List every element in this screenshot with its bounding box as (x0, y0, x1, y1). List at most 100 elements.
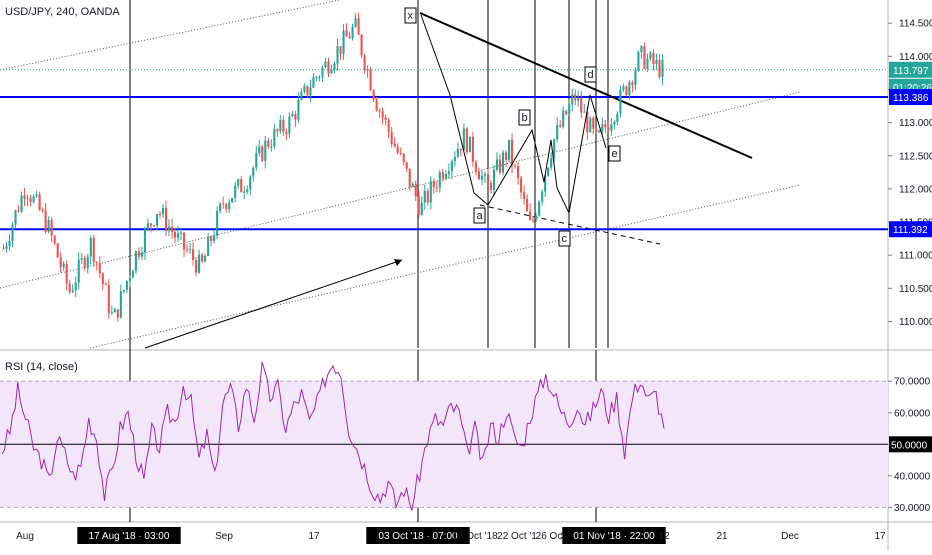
candle-body (113, 309, 116, 313)
candle-body (8, 241, 11, 246)
candle-body (405, 162, 408, 169)
candle-body (348, 36, 351, 39)
candle-body (179, 232, 183, 234)
candle-body (444, 173, 447, 179)
candle-body (613, 121, 616, 125)
wave-label-c: c (562, 233, 568, 245)
candle-body (83, 257, 86, 268)
candle-body (282, 119, 285, 132)
price-tag-level (889, 221, 932, 238)
time-tag-highlight (562, 527, 666, 544)
candle-body (456, 148, 459, 157)
candle-body (604, 124, 607, 128)
price-tag-label: 01:20:26 (893, 83, 932, 94)
candle-body (38, 194, 41, 211)
candle-body (32, 196, 35, 203)
candle-body (273, 129, 276, 147)
candle-body (86, 256, 89, 268)
rsi-tick-label: 40.0000 (894, 471, 931, 482)
candle-body (616, 113, 619, 122)
wave-label-box (404, 7, 417, 24)
candle-body (161, 208, 165, 215)
candle-body (523, 192, 526, 199)
candle-body (366, 69, 369, 71)
candle-body (468, 136, 471, 153)
candle-body (580, 97, 583, 113)
candle-body (258, 146, 261, 154)
time-tick-label: 03 Oct '18 · 07:00 (378, 531, 458, 542)
candle-body (438, 172, 441, 188)
price-tick-label: 110.500 (899, 284, 932, 295)
candle-body (128, 277, 131, 281)
candle-body (137, 251, 140, 257)
candle-body (35, 194, 38, 197)
price-tag-level (889, 89, 932, 106)
time-tick-label: 15 Oct '18 (452, 531, 498, 542)
time-tick-label: 01 Nov '18 · 22:00 (573, 531, 655, 542)
candle-body (167, 226, 171, 231)
trend-arrow-head (394, 259, 402, 266)
candle-body (354, 18, 357, 27)
trend-line (419, 12, 753, 159)
candle-body (369, 69, 372, 91)
time-tick-label: Sep (215, 531, 233, 542)
candle-body (598, 130, 601, 133)
candle-body (559, 125, 562, 127)
candle-body (375, 99, 378, 111)
candle-body (517, 165, 520, 179)
candle-body (192, 249, 195, 260)
candle-body (507, 139, 511, 160)
candle-body (234, 185, 237, 198)
candle-body (107, 285, 110, 314)
candle-body (297, 99, 300, 120)
candle-body (240, 179, 243, 193)
candle-body (195, 259, 198, 273)
candle-body (372, 90, 375, 100)
price-tick-label: 114.000 (899, 52, 932, 63)
candle-body (459, 148, 462, 151)
candle-body (513, 165, 517, 167)
candle-body (312, 77, 315, 88)
candle-body (360, 34, 363, 56)
wave-label-box (518, 109, 531, 126)
candle-body (477, 171, 480, 180)
price-tick-label: 112.000 (899, 184, 932, 195)
dashed-support-line (479, 204, 661, 245)
candle-body (408, 168, 411, 187)
candle-body (249, 176, 252, 190)
time-tick-label: 17 (874, 531, 886, 542)
candle-body (149, 223, 153, 226)
rsi-line (1, 361, 665, 511)
candle-body (219, 203, 222, 211)
candle-body (535, 215, 538, 220)
candle-body (116, 309, 119, 318)
candle-body (11, 224, 14, 242)
wave-label-box (608, 145, 621, 162)
candle-body (110, 312, 113, 314)
candle-body (182, 232, 186, 250)
candle-body (122, 289, 125, 292)
candle-body (300, 91, 303, 100)
rsi-title: RSI (14, close) (5, 361, 78, 373)
candle-body (74, 282, 77, 291)
candle-body (231, 197, 234, 203)
candle-body (417, 196, 420, 215)
candle-body (480, 175, 484, 180)
candle-body (628, 82, 631, 95)
time-tag-highlight (77, 527, 181, 544)
candle-body (324, 61, 327, 68)
candle-body (619, 89, 622, 114)
candle-body (577, 97, 580, 101)
candle-body (495, 159, 499, 170)
wave-zigzag (420, 14, 607, 215)
candle-body (294, 114, 297, 120)
candle-body (396, 146, 399, 153)
candle-body (486, 174, 490, 183)
time-tick-label: 17 Aug '18 · 03:00 (89, 531, 170, 542)
candle-body (399, 152, 402, 154)
candle-body (345, 30, 348, 37)
candle-body (441, 172, 444, 179)
candle-body (104, 284, 107, 286)
